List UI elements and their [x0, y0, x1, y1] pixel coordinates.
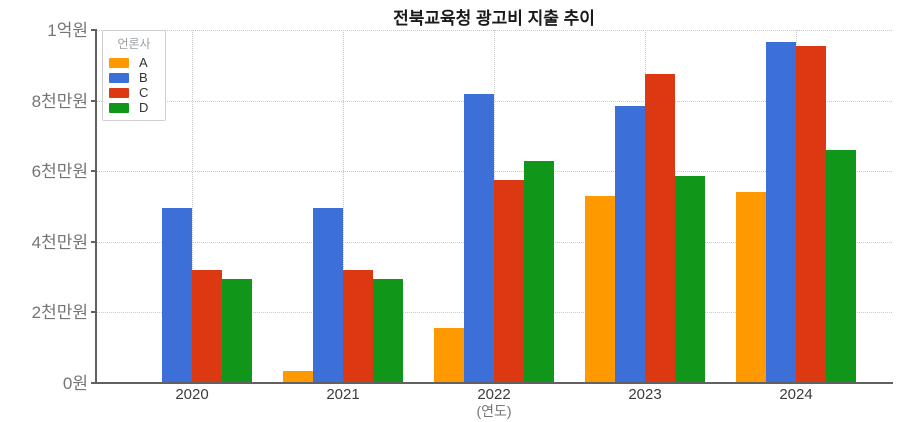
legend-item-label: D	[139, 100, 149, 115]
legend-swatch-D	[109, 102, 129, 113]
bar-2022-B	[464, 94, 494, 383]
legend-swatch-B	[109, 72, 129, 83]
y-tick	[91, 311, 96, 314]
legend-item-B: B	[103, 70, 165, 85]
y-tick-label: 2천만원	[31, 303, 88, 323]
y-tick-label: 0원	[62, 374, 88, 393]
y-tick	[91, 240, 96, 243]
bar-2022-C	[494, 180, 524, 383]
legend-item-C: C	[103, 85, 165, 100]
y-tick-label: 1억원	[47, 21, 88, 40]
bar-2020-D	[222, 279, 252, 383]
bar-2024-C	[796, 46, 826, 383]
legend-title: 언론사	[117, 37, 151, 51]
bar-2021-C	[343, 270, 373, 383]
bar-2024-A	[736, 192, 766, 383]
x-tick-label: 2023	[628, 386, 662, 403]
legend-item-A: A	[103, 55, 165, 70]
legend-item-D: D	[103, 100, 165, 115]
y-axis-line	[95, 29, 97, 384]
legend-item-label: A	[139, 55, 148, 70]
x-axis-line	[95, 382, 893, 384]
y-tick	[91, 29, 96, 31]
bar-2023-B	[615, 106, 645, 383]
bar-2022-D	[524, 161, 554, 383]
x-gridline	[343, 30, 344, 383]
bar-2020-B	[162, 208, 192, 383]
bar-2024-D	[826, 150, 856, 383]
x-gridline	[192, 30, 193, 383]
y-tick-label: 4천만원	[31, 232, 88, 252]
bar-2023-A	[585, 196, 615, 383]
legend-item-label: B	[139, 70, 148, 85]
x-tick-label: 2024	[779, 386, 813, 403]
bar-2021-D	[373, 279, 403, 383]
bar-2022-A	[434, 328, 464, 383]
bar-2023-C	[645, 74, 675, 383]
legend-swatch-C	[109, 87, 129, 98]
x-tick-label: 2020	[175, 386, 209, 403]
x-tick-label: 2022	[477, 386, 511, 403]
legend-swatch-A	[109, 57, 129, 68]
x-tick-label: 2021	[326, 386, 360, 403]
chart-title: 전북교육청 광고비 지출 추이	[393, 9, 595, 28]
y-tick	[91, 170, 96, 173]
x-axis-title: (연도)	[476, 403, 512, 419]
legend-item-label: C	[139, 85, 149, 100]
bar-2024-B	[766, 42, 796, 383]
bar-2021-B	[313, 208, 343, 383]
y-tick	[91, 99, 96, 102]
bar-2021-A	[283, 371, 313, 383]
y-tick-label: 6천만원	[31, 162, 88, 182]
bar-2020-C	[192, 270, 222, 383]
y-tick	[91, 382, 96, 384]
bar-2023-D	[675, 176, 705, 383]
y-tick-label: 8천만원	[31, 91, 88, 111]
